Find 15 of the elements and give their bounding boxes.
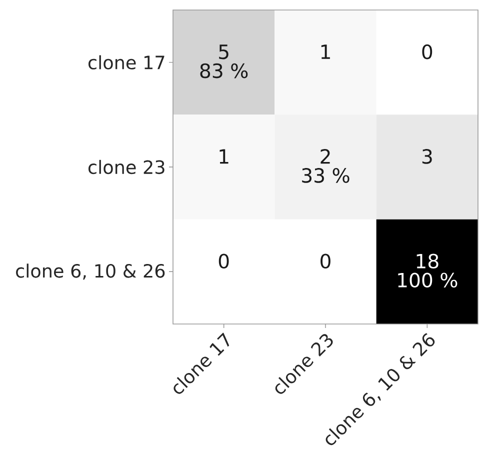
data-label: 18: [416, 254, 438, 269]
data-label: 0: [320, 254, 330, 269]
y-tick-label: clone 17: [88, 55, 164, 70]
data-label: 0: [218, 254, 229, 269]
data-label: 2: [320, 149, 330, 164]
y-tick-label: clone 6, 10 & 26: [16, 264, 165, 280]
data-label: 1: [321, 44, 330, 59]
annotation: 33 %: [302, 168, 350, 183]
annotation: 100 %: [398, 272, 458, 288]
data-label: 1: [220, 149, 228, 164]
annotation: 83 %: [200, 63, 248, 78]
data-label: 3: [422, 149, 432, 164]
data-label: 0: [422, 44, 432, 60]
data-label: 5: [219, 44, 228, 60]
y-tick-label: clone 23: [88, 160, 164, 174]
